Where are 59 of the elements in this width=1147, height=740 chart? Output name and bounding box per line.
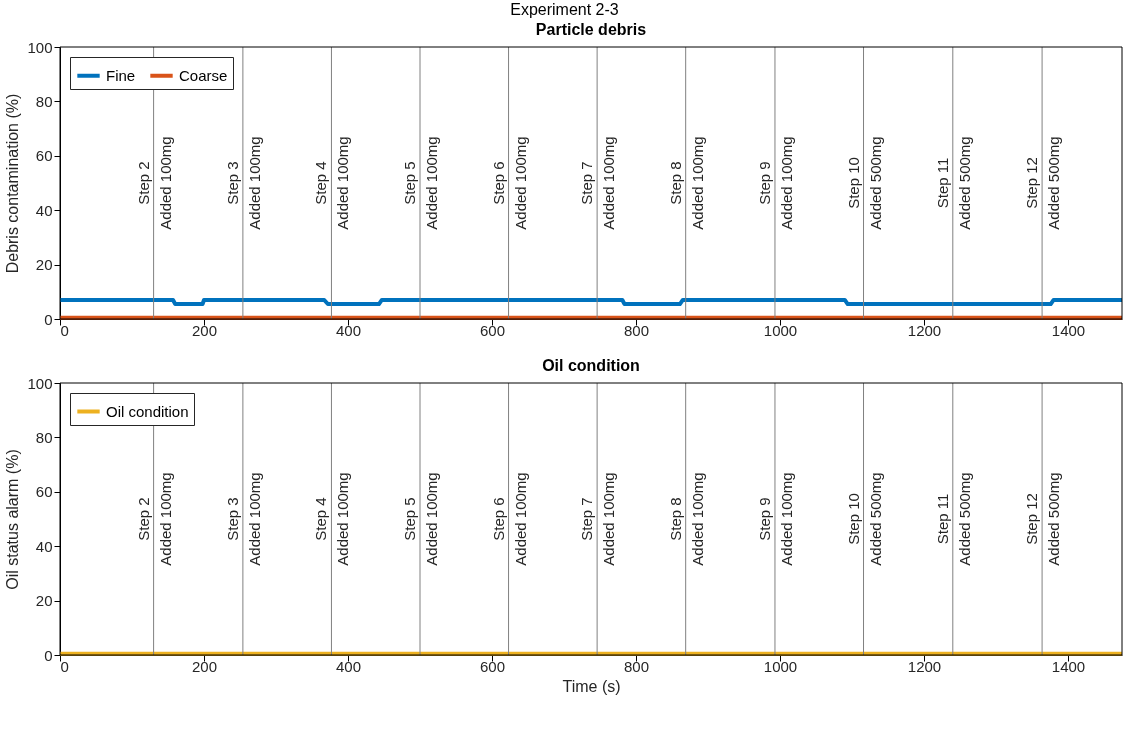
x-tick-label: 1000 xyxy=(763,657,798,675)
chart-subtitle: Particle debris xyxy=(535,21,647,38)
ref-line-label: Step 4 Added 100mg xyxy=(312,472,352,566)
x-tick-label: 600 xyxy=(479,321,506,339)
y-tick-label: 40 xyxy=(35,201,53,219)
x-tick-label: 1200 xyxy=(907,321,942,339)
x-tick-label: 400 xyxy=(335,657,362,675)
x-tick-label: 1000 xyxy=(763,321,798,339)
ref-line-label: Step 7 Added 100mg xyxy=(578,472,618,566)
x-tick-label: 1400 xyxy=(1051,657,1086,675)
chart-title: Experiment 2-3 xyxy=(510,1,619,18)
x-tick-label: 1400 xyxy=(1051,321,1086,339)
ref-line-label: Step 6 Added 100mg xyxy=(489,472,529,566)
y-tick-label: 60 xyxy=(35,483,53,501)
ref-line-label: Step 2 Added 100mg xyxy=(134,472,174,566)
ref-line-label: Step 10 Added 500mg xyxy=(844,136,884,230)
x-tick-label: 600 xyxy=(479,657,506,675)
x-axis-title: Time (s) xyxy=(562,677,621,695)
x-tick-label: 200 xyxy=(191,657,218,675)
ref-line-label: Step 4 Added 100mg xyxy=(312,136,352,230)
ref-line-label: Step 3 Added 100mg xyxy=(223,136,263,230)
y-tick-label: 20 xyxy=(35,256,53,274)
x-tick-label: 400 xyxy=(335,321,362,339)
ref-line-label: Step 5 Added 100mg xyxy=(401,472,440,566)
ref-line-label: Step 9 Added 100mg xyxy=(755,472,795,566)
y-tick-label: 80 xyxy=(35,428,53,446)
ref-line-label: Step 12 Added 500mg xyxy=(1023,136,1063,230)
chart-subtitle: Oil condition xyxy=(542,357,640,374)
y-tick-label: 0 xyxy=(44,646,53,664)
y-tick-label: 20 xyxy=(35,592,53,610)
ref-line-label: Step 3 Added 100mg xyxy=(223,472,263,566)
ref-line-label: Step 11 Added 500mg xyxy=(933,136,973,230)
x-tick-label: 800 xyxy=(623,657,650,675)
legend-label: Fine xyxy=(106,66,136,84)
ref-line-label: Step 5 Added 100mg xyxy=(401,136,440,230)
y-axis-title: Debris contamination (%) xyxy=(4,93,22,274)
ref-line-label: Step 10 Added 500mg xyxy=(844,472,884,566)
x-tick-label: 1200 xyxy=(907,657,942,675)
y-tick-label: 0 xyxy=(44,310,53,328)
ref-line-label: Step 2 Added 100mg xyxy=(134,136,174,230)
legend-label: Coarse xyxy=(179,66,228,84)
x-tick-label: 800 xyxy=(623,321,650,339)
y-tick-label: 100 xyxy=(27,38,53,56)
legend-label: Oil condition xyxy=(106,402,189,420)
ref-line-label: Step 12 Added 500mg xyxy=(1023,472,1063,566)
ref-line-label: Step 8 Added 100mg xyxy=(666,136,706,230)
y-tick-label: 80 xyxy=(35,92,53,110)
ref-line-label: Step 8 Added 100mg xyxy=(666,472,706,566)
y-axis-title: Oil status alarm (%) xyxy=(4,449,22,590)
x-tick-label: 0 xyxy=(60,657,69,675)
y-tick-label: 40 xyxy=(35,537,53,555)
ref-line-label: Step 9 Added 100mg xyxy=(755,136,795,230)
ref-line-label: Step 6 Added 100mg xyxy=(489,136,529,230)
y-tick-label: 100 xyxy=(27,374,53,392)
ref-line-label: Step 11 Added 500mg xyxy=(933,472,973,566)
x-tick-label: 200 xyxy=(191,321,218,339)
y-tick-label: 60 xyxy=(35,147,53,165)
x-tick-label: 0 xyxy=(60,321,69,339)
ref-line-label: Step 7 Added 100mg xyxy=(578,136,618,230)
